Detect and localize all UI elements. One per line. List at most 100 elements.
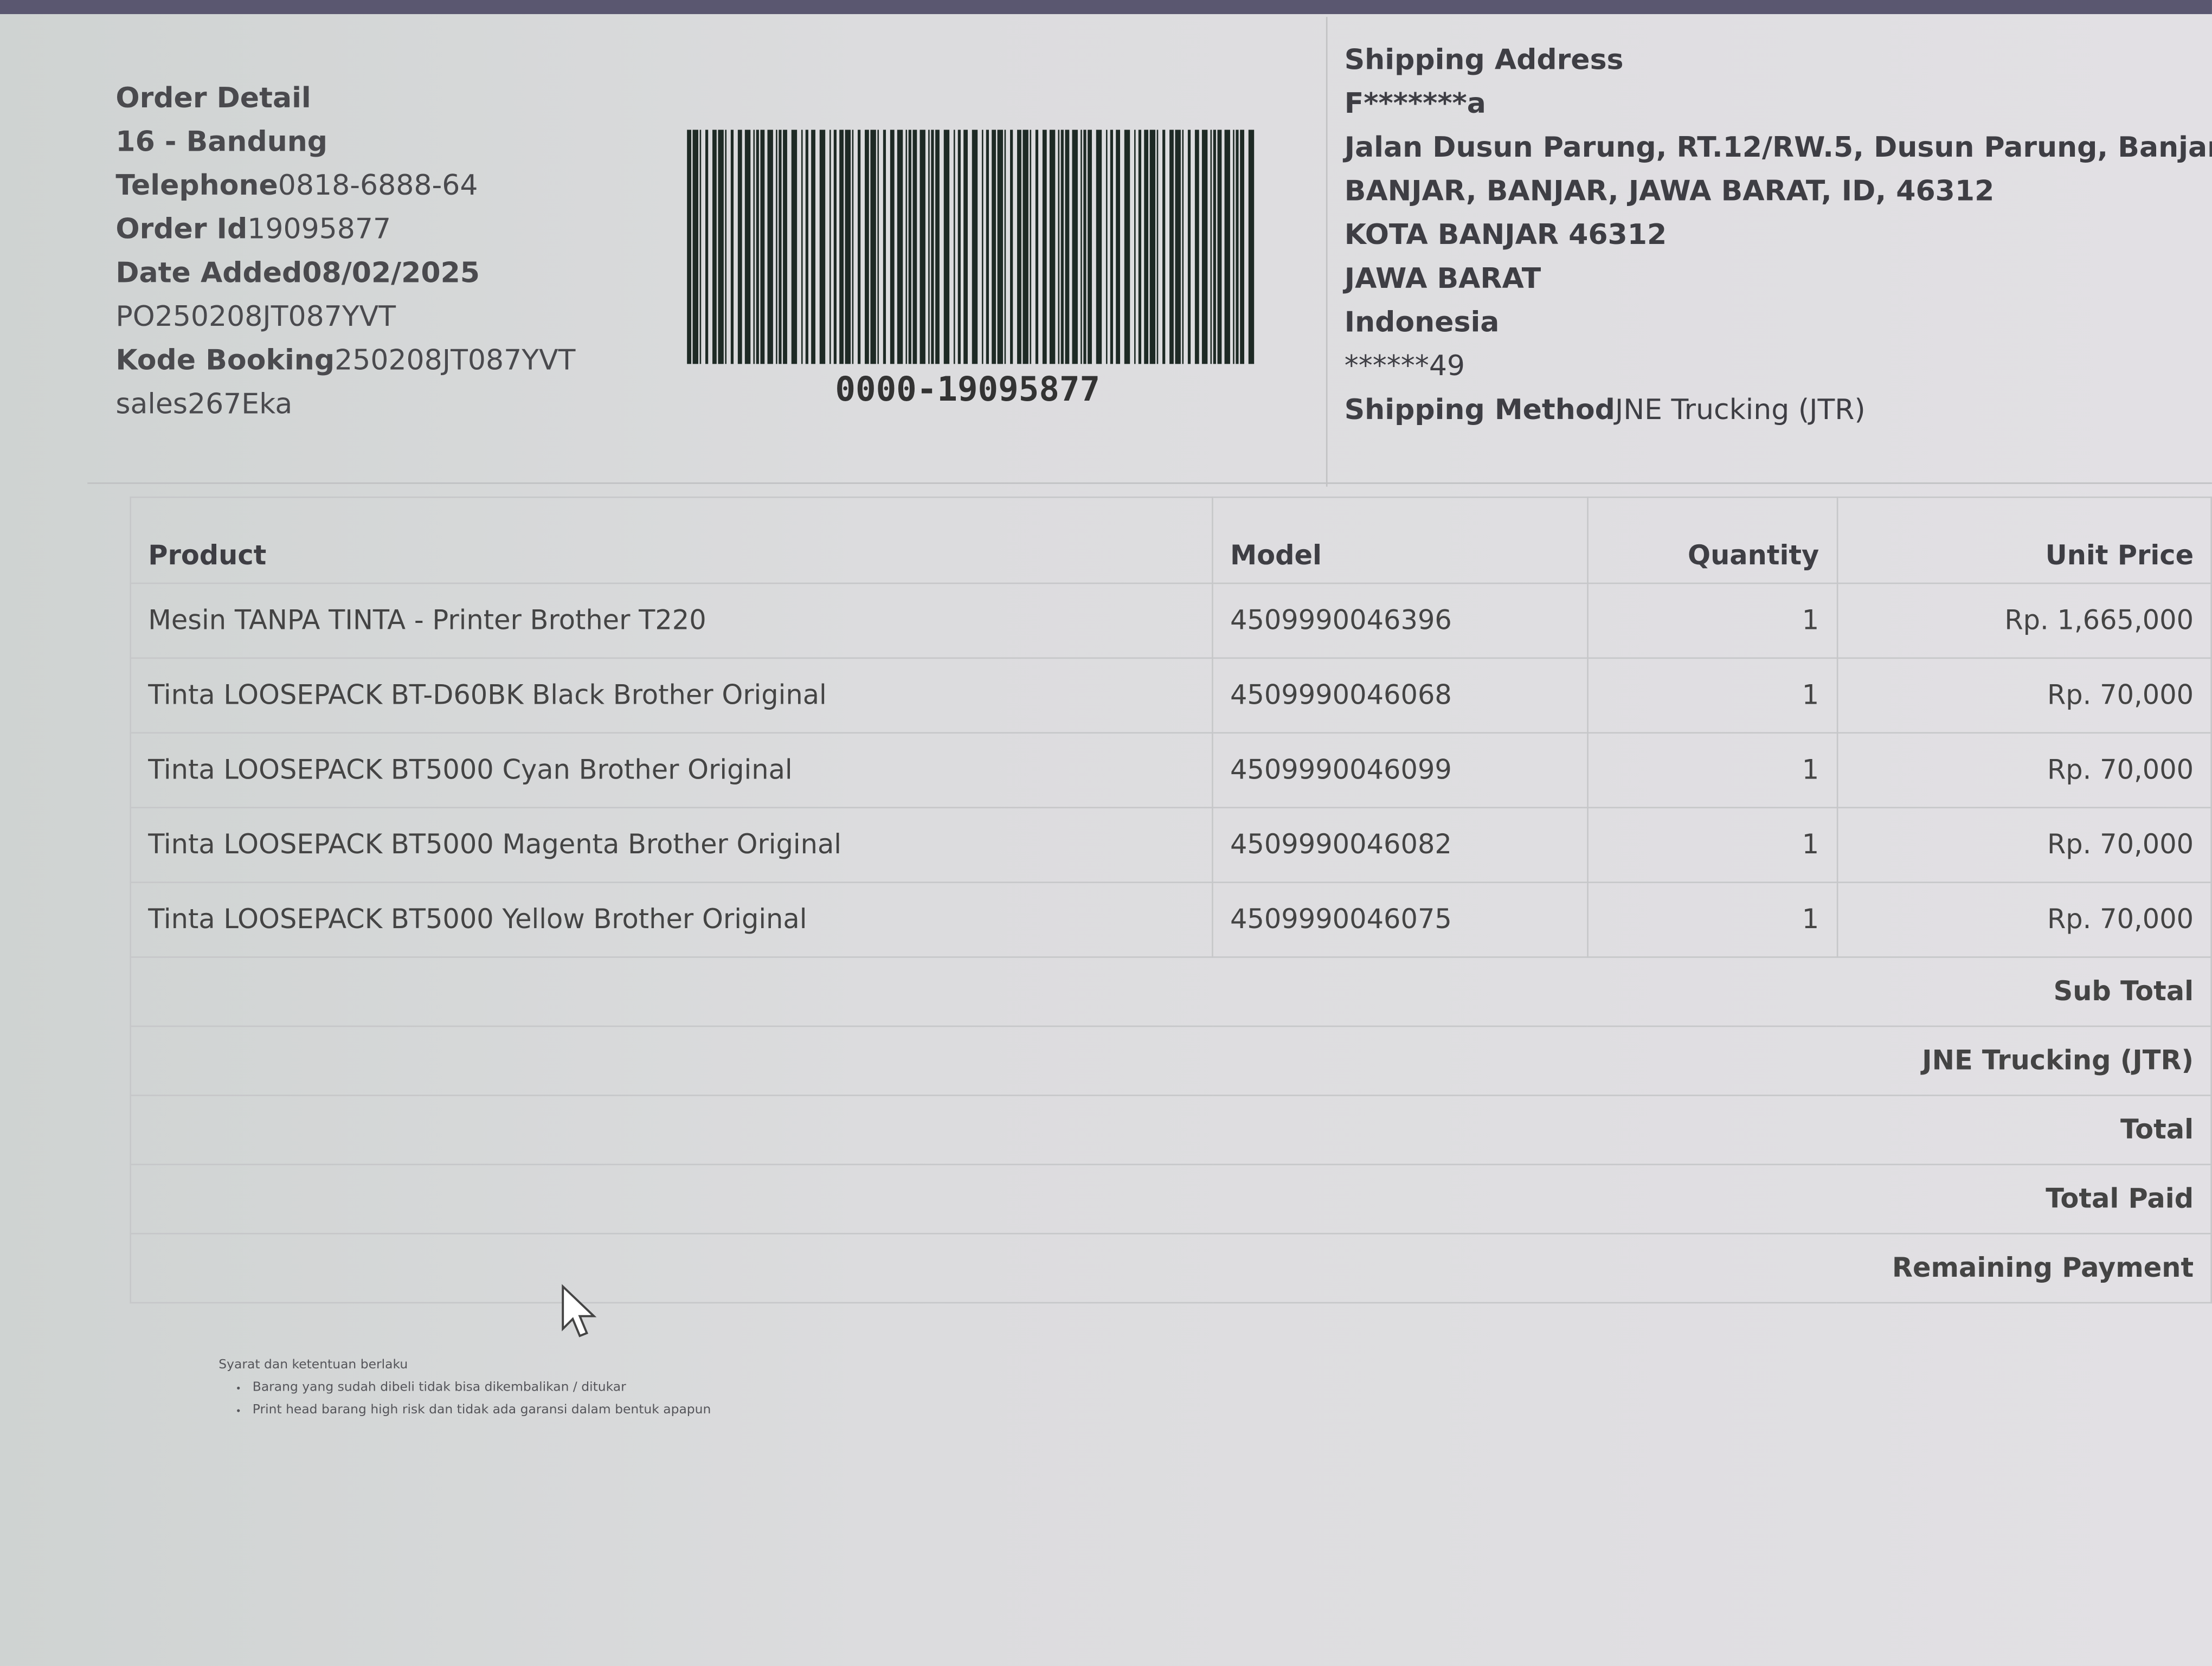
barcode-bar	[1058, 130, 1060, 364]
barcode-bar	[718, 130, 724, 364]
barcode-bar	[805, 130, 808, 364]
barcode-number: 0000-19095877	[835, 369, 1101, 409]
header-quantity: Quantity	[1586, 496, 1838, 584]
barcode-bar	[992, 130, 996, 364]
totals-label: Total	[130, 1095, 2212, 1166]
barcode-bar	[1156, 130, 1159, 364]
top-bar	[0, 0, 2212, 15]
barcode-bar	[877, 130, 879, 364]
barcode-bar	[687, 130, 691, 364]
booking-label: Kode Booking	[115, 343, 335, 377]
address-line-4: JAWA BARAT	[1344, 261, 1541, 295]
barcode-bar	[1187, 130, 1191, 364]
totals-row: JNE Trucking (JTR)	[130, 1025, 2212, 1096]
cell-product: Tinta LOOSEPACK BT5000 Magenta Brother O…	[130, 807, 1213, 883]
barcode-bar	[1224, 130, 1230, 364]
barcode-bar	[1042, 130, 1047, 364]
barcode-bar	[953, 130, 955, 364]
barcode-bar	[791, 130, 798, 364]
barcode-bar	[756, 130, 759, 364]
barcode-bar	[1213, 130, 1216, 364]
recipient-name: F*******a	[1344, 86, 1486, 120]
barcode-bar	[1124, 130, 1130, 364]
cell-product: Tinta LOOSEPACK BT5000 Yellow Brother Or…	[130, 882, 1213, 958]
barcode-bar	[908, 130, 911, 364]
barcode-bar	[1116, 130, 1120, 364]
barcode-bar	[1023, 130, 1028, 364]
barcode-bar	[712, 130, 717, 364]
cell-model: 4509990046099	[1212, 732, 1588, 808]
barcode-bar	[1096, 130, 1102, 364]
barcode-bar	[839, 130, 844, 364]
barcode-bar	[1134, 130, 1136, 364]
shipping-method: JNE Trucking (JTR)	[1615, 392, 1866, 426]
barcode-bar	[737, 130, 742, 364]
cell-quantity: 1	[1586, 807, 1838, 883]
barcode-image	[687, 130, 1277, 364]
barcode-bar	[845, 130, 851, 364]
barcode-bar	[963, 130, 968, 364]
barcode-bar	[833, 130, 837, 364]
cell-product: Mesin TANPA TINTA - Printer Brother T220	[130, 582, 1213, 659]
barcode-bar	[890, 130, 895, 364]
sales: sales267Eka	[115, 386, 293, 421]
barcode-bar	[801, 130, 803, 364]
barcode-bar	[1081, 130, 1082, 364]
terms-title: Syarat dan ketentuan berlaku	[218, 1358, 408, 1373]
totals-row: Total	[130, 1095, 2212, 1166]
address-line-2: BANJAR, BANJAR, JAWA BARAT, ID, 46312	[1344, 173, 1995, 208]
barcode-bar	[779, 130, 782, 364]
order-detail-title: Order Detail	[115, 80, 311, 114]
shipping-address: Shipping Address F*******a Jalan Dusun P…	[1326, 17, 2212, 487]
table-row: Tinta LOOSEPACK BT-D60BK Black Brother O…	[130, 657, 2212, 734]
cell-unit-price: Rp. 1,665,000	[1836, 582, 2212, 659]
order-id-label: Order Id	[115, 211, 248, 246]
shipping-method-label: Shipping Method	[1344, 392, 1615, 426]
totals-row: Remaining Payment	[130, 1233, 2212, 1304]
barcode-bar	[1110, 130, 1113, 364]
barcode-bar	[972, 130, 978, 364]
cell-model: 4509990046396	[1212, 582, 1588, 659]
totals-row: Total Paid	[130, 1163, 2212, 1234]
date-added: 08/02/2025	[302, 255, 480, 290]
recipient-phone: ******49	[1344, 348, 1465, 383]
barcode-bar	[730, 130, 734, 364]
terms-item: Print head barang high risk dan tidak ad…	[253, 1399, 711, 1422]
barcode-bar	[928, 130, 930, 364]
store: 16 - Bandung	[115, 124, 328, 158]
table-row: Tinta LOOSEPACK BT5000 Yellow Brother Or…	[130, 882, 2212, 958]
cell-model: 4509990046068	[1212, 657, 1588, 734]
totals-label: Remaining Payment	[130, 1233, 2212, 1304]
barcode-bar	[905, 130, 908, 364]
order-items-table: Product Model Quantity Unit Price Mesin …	[130, 496, 2212, 1304]
barcode-bar	[1060, 130, 1064, 364]
barcode-bar	[1010, 130, 1013, 364]
barcode-bar	[883, 130, 886, 364]
header-product: Product	[130, 496, 1213, 584]
totals-row: Sub Total	[130, 956, 2212, 1027]
barcode-bar	[1035, 130, 1039, 364]
barcode-bar	[776, 130, 777, 364]
cell-model: 4509990046075	[1212, 882, 1588, 958]
barcode-bar	[1105, 130, 1108, 364]
order-header: Order Detail 16 - Bandung Telephone0818-…	[87, 17, 2212, 487]
barcode-bar	[1248, 130, 1255, 364]
totals-label: Total Paid	[130, 1163, 2212, 1234]
barcode-bar	[986, 130, 989, 364]
barcode-bar	[897, 130, 903, 364]
barcode-bar	[957, 130, 961, 364]
cell-quantity: 1	[1586, 882, 1838, 958]
barcode-bar	[767, 130, 773, 364]
barcode-bar	[870, 130, 876, 364]
barcode-bar	[744, 130, 751, 364]
barcode-bar	[1083, 130, 1086, 364]
barcode-bar	[705, 130, 709, 364]
booking-code: 250208JT087YVT	[335, 343, 576, 377]
barcode-bar	[912, 130, 917, 364]
address-line-5: Indonesia	[1344, 305, 1500, 339]
barcode-bar	[1162, 130, 1166, 364]
barcode-bar	[1049, 130, 1056, 364]
address-line-3: KOTA BANJAR 46312	[1344, 217, 1667, 252]
cell-quantity: 1	[1586, 732, 1838, 808]
